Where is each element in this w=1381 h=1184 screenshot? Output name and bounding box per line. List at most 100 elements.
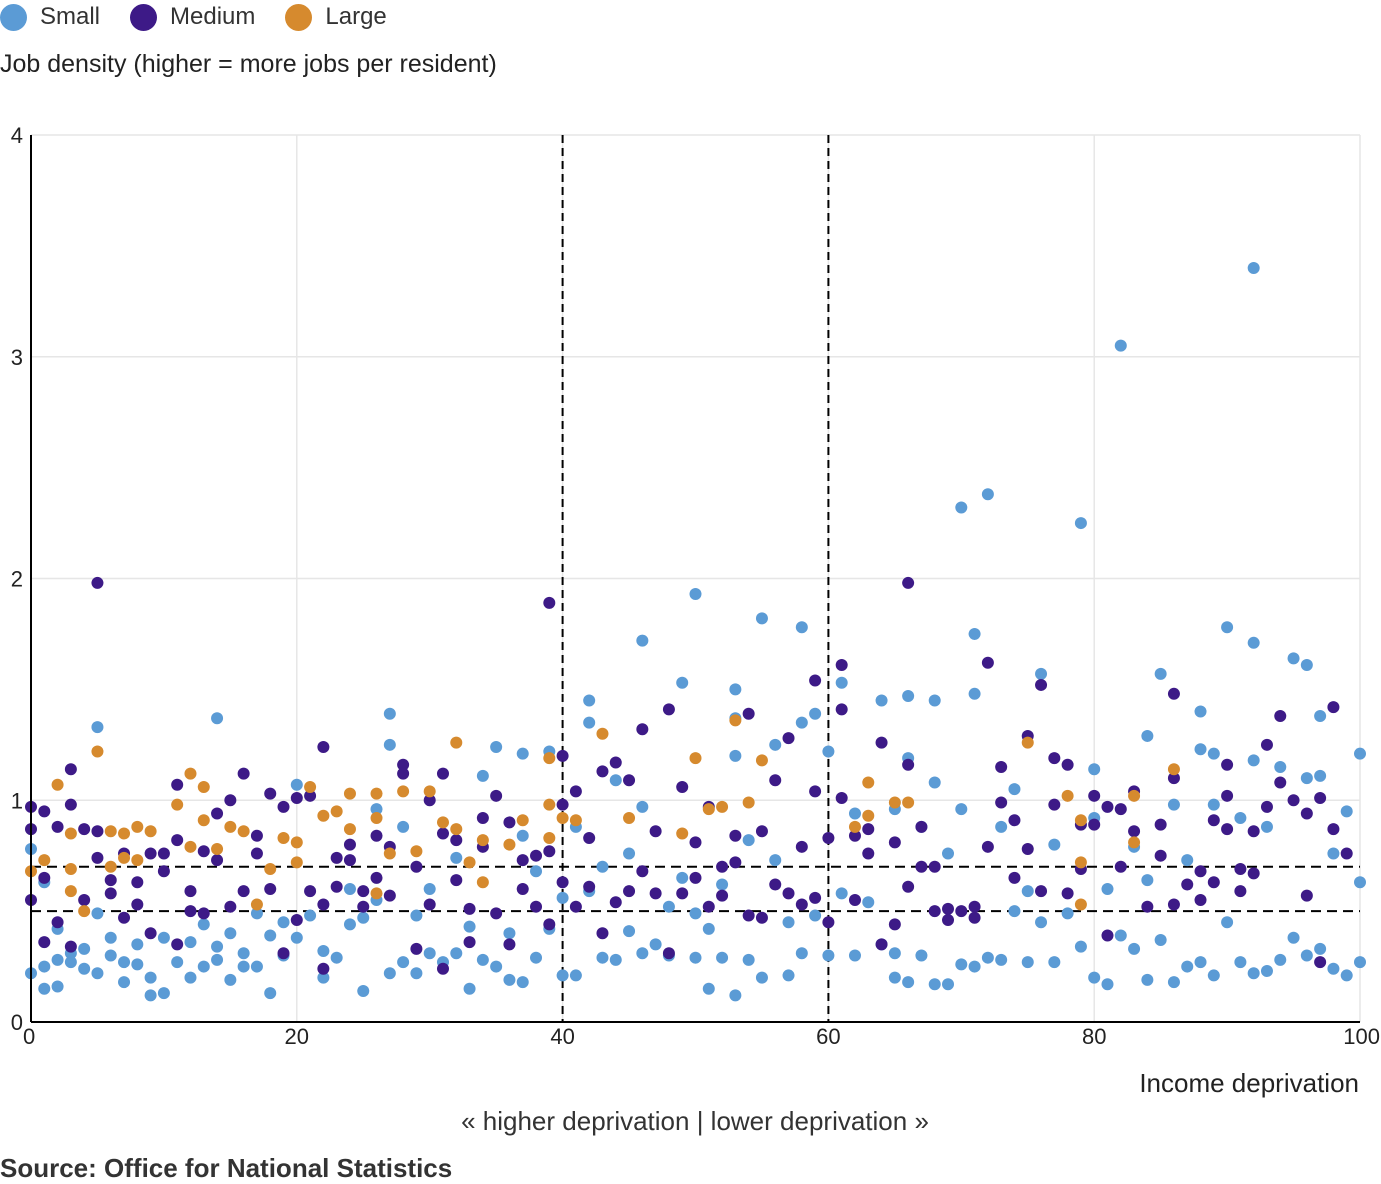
point-small[interactable] bbox=[689, 951, 702, 964]
point-small[interactable] bbox=[1247, 967, 1260, 980]
point-small[interactable] bbox=[237, 947, 250, 960]
point-medium[interactable] bbox=[835, 658, 848, 671]
point-small[interactable] bbox=[410, 967, 423, 980]
point-medium[interactable] bbox=[809, 891, 822, 904]
point-medium[interactable] bbox=[942, 913, 955, 926]
legend-item-small[interactable]: Small bbox=[0, 3, 100, 31]
point-medium[interactable] bbox=[38, 871, 51, 884]
point-large[interactable] bbox=[569, 814, 582, 827]
point-small[interactable] bbox=[1154, 933, 1167, 946]
point-medium[interactable] bbox=[64, 798, 77, 811]
point-medium[interactable] bbox=[995, 760, 1008, 773]
point-large[interactable] bbox=[197, 814, 210, 827]
point-medium[interactable] bbox=[397, 758, 410, 771]
point-large[interactable] bbox=[211, 843, 224, 856]
point-medium[interactable] bbox=[64, 763, 77, 776]
point-medium[interactable] bbox=[463, 902, 476, 915]
point-medium[interactable] bbox=[1035, 678, 1048, 691]
point-small[interactable] bbox=[862, 896, 875, 909]
point-small[interactable] bbox=[676, 676, 689, 689]
point-medium[interactable] bbox=[1314, 956, 1327, 969]
point-small[interactable] bbox=[530, 865, 543, 878]
point-medium[interactable] bbox=[782, 887, 795, 900]
point-medium[interactable] bbox=[1061, 758, 1074, 771]
point-medium[interactable] bbox=[1300, 807, 1313, 820]
point-large[interactable] bbox=[237, 825, 250, 838]
point-large[interactable] bbox=[689, 752, 702, 765]
point-medium[interactable] bbox=[769, 774, 782, 787]
point-small[interactable] bbox=[1327, 962, 1340, 975]
point-small[interactable] bbox=[1061, 907, 1074, 920]
point-small[interactable] bbox=[875, 694, 888, 707]
point-medium[interactable] bbox=[1274, 709, 1287, 722]
point-medium[interactable] bbox=[1128, 825, 1141, 838]
point-medium[interactable] bbox=[1008, 814, 1021, 827]
point-small[interactable] bbox=[569, 969, 582, 982]
point-medium[interactable] bbox=[583, 880, 596, 893]
point-small[interactable] bbox=[1354, 747, 1366, 760]
legend-item-medium[interactable]: Medium bbox=[130, 3, 255, 31]
point-small[interactable] bbox=[1327, 847, 1340, 860]
point-medium[interactable] bbox=[968, 900, 981, 913]
point-small[interactable] bbox=[1194, 956, 1207, 969]
point-medium[interactable] bbox=[197, 907, 210, 920]
point-small[interactable] bbox=[1247, 262, 1260, 275]
point-small[interactable] bbox=[530, 951, 543, 964]
point-large[interactable] bbox=[463, 856, 476, 869]
point-small[interactable] bbox=[1021, 885, 1034, 898]
point-medium[interactable] bbox=[1194, 894, 1207, 907]
point-medium[interactable] bbox=[264, 882, 277, 895]
point-small[interactable] bbox=[1088, 971, 1101, 984]
point-medium[interactable] bbox=[729, 856, 742, 869]
point-small[interactable] bbox=[1247, 754, 1260, 767]
point-medium[interactable] bbox=[1274, 776, 1287, 789]
point-large[interactable] bbox=[676, 827, 689, 840]
point-medium[interactable] bbox=[131, 876, 144, 889]
point-small[interactable] bbox=[968, 687, 981, 700]
point-medium[interactable] bbox=[224, 794, 237, 807]
point-medium[interactable] bbox=[875, 938, 888, 951]
point-small[interactable] bbox=[51, 953, 64, 966]
point-medium[interactable] bbox=[981, 656, 994, 669]
point-medium[interactable] bbox=[157, 847, 170, 860]
point-medium[interactable] bbox=[1008, 871, 1021, 884]
point-small[interactable] bbox=[383, 967, 396, 980]
point-large[interactable] bbox=[556, 811, 569, 824]
point-medium[interactable] bbox=[171, 778, 184, 791]
point-medium[interactable] bbox=[317, 962, 330, 975]
point-small[interactable] bbox=[343, 882, 356, 895]
point-small[interactable] bbox=[1354, 876, 1366, 889]
point-small[interactable] bbox=[769, 854, 782, 867]
point-small[interactable] bbox=[144, 989, 157, 1002]
point-small[interactable] bbox=[729, 749, 742, 762]
point-small[interactable] bbox=[157, 931, 170, 944]
point-medium[interactable] bbox=[397, 767, 410, 780]
point-small[interactable] bbox=[51, 980, 64, 993]
point-small[interactable] bbox=[942, 978, 955, 991]
point-small[interactable] bbox=[795, 947, 808, 960]
point-medium[interactable] bbox=[1021, 843, 1034, 856]
point-small[interactable] bbox=[516, 747, 529, 760]
point-small[interactable] bbox=[955, 501, 968, 514]
point-small[interactable] bbox=[716, 878, 729, 891]
point-medium[interactable] bbox=[1260, 800, 1273, 813]
point-medium[interactable] bbox=[78, 823, 91, 836]
point-small[interactable] bbox=[1141, 729, 1154, 742]
point-small[interactable] bbox=[755, 612, 768, 625]
point-large[interactable] bbox=[1128, 836, 1141, 849]
point-large[interactable] bbox=[104, 860, 117, 873]
point-small[interactable] bbox=[131, 938, 144, 951]
point-small[interactable] bbox=[623, 925, 636, 938]
point-medium[interactable] bbox=[304, 885, 317, 898]
point-medium[interactable] bbox=[171, 938, 184, 951]
point-medium[interactable] bbox=[51, 916, 64, 929]
point-small[interactable] bbox=[1101, 978, 1114, 991]
point-medium[interactable] bbox=[755, 825, 768, 838]
point-small[interactable] bbox=[795, 621, 808, 634]
point-medium[interactable] bbox=[1114, 803, 1127, 816]
point-small[interactable] bbox=[131, 958, 144, 971]
point-large[interactable] bbox=[343, 787, 356, 800]
point-small[interactable] bbox=[795, 716, 808, 729]
point-medium[interactable] bbox=[171, 834, 184, 847]
point-small[interactable] bbox=[1234, 956, 1247, 969]
